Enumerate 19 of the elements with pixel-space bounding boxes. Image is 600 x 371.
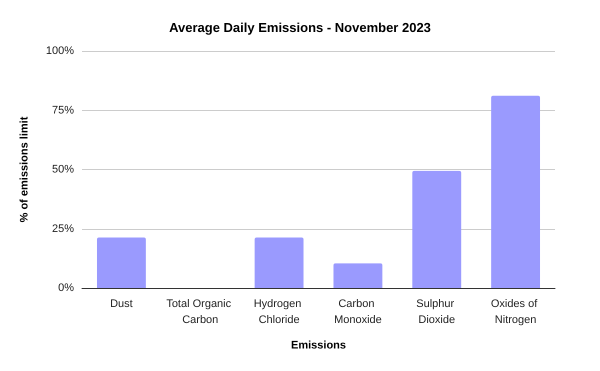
x-tick-label: Hydrogen Chloride xyxy=(254,298,304,326)
x-tick-label: Dust xyxy=(110,298,133,310)
bar xyxy=(491,96,540,288)
x-tick-label: Total Organic Carbon xyxy=(166,298,234,326)
y-tick-label: 75% xyxy=(52,104,74,116)
bar xyxy=(333,263,382,288)
y-tick-label: 0% xyxy=(58,282,74,294)
bar xyxy=(254,238,304,288)
x-tick-label: Oxides of Nitrogen xyxy=(490,298,540,326)
bar xyxy=(412,170,462,288)
y-axis-title: % of emissions limit xyxy=(18,116,30,222)
y-tick-label: 100% xyxy=(46,45,74,57)
x-axis-title: Emissions xyxy=(290,340,346,352)
y-tick-label: 50% xyxy=(52,164,74,176)
bar xyxy=(96,238,146,288)
y-tick-label: 25% xyxy=(52,222,74,235)
chart-title: Average Daily Emissions - November 2023 xyxy=(169,20,431,35)
x-tick-label: Carbon Monoxide xyxy=(334,298,382,326)
x-tick-label: Sulphur Dioxide xyxy=(416,298,458,326)
